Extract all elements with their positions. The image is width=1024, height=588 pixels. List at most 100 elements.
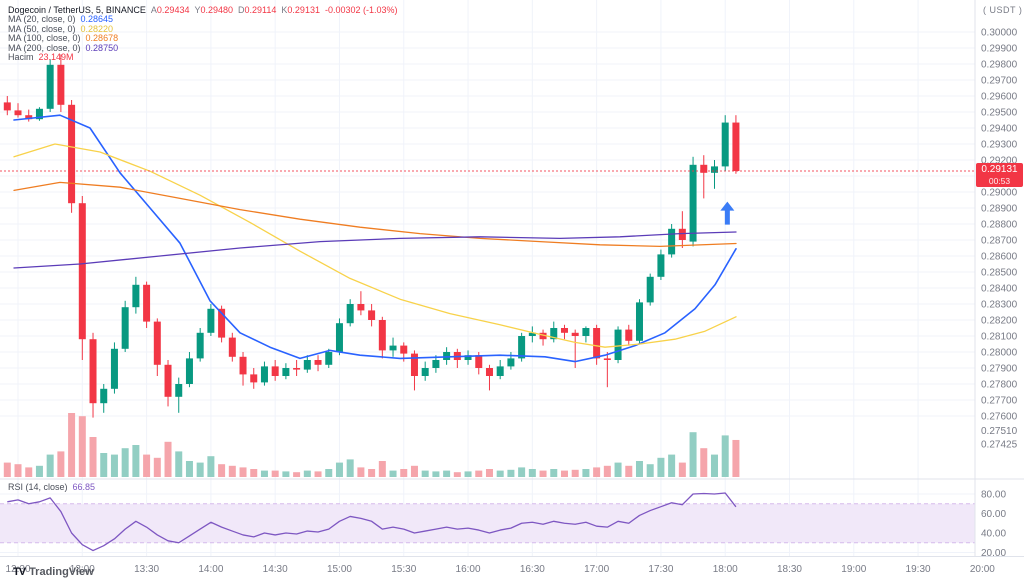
volume-bar <box>325 469 333 477</box>
candle-body <box>35 108 43 120</box>
candle-body <box>550 328 558 340</box>
volume-bar <box>710 454 718 477</box>
candle-body <box>57 64 65 105</box>
volume-bar <box>3 462 11 477</box>
candle-body <box>421 368 429 376</box>
candle-body <box>68 104 76 204</box>
ma50-legend-row[interactable]: MA (50, close, 0) 0.28220 <box>8 24 398 34</box>
candle-body <box>528 332 536 336</box>
volume-bar <box>35 465 43 477</box>
volume-bar <box>550 469 558 477</box>
price-axis-label: 0.28500 <box>981 268 1018 279</box>
candle-body <box>368 310 376 320</box>
candle-body <box>646 276 654 303</box>
volume-bar <box>657 457 665 477</box>
price-axis-label: 0.28000 <box>981 348 1018 359</box>
ma200-legend-row[interactable]: MA (200, close, 0) 0.28750 <box>8 43 398 53</box>
price-axis-label: 0.29800 <box>981 60 1018 71</box>
volume-legend-row[interactable]: Hacim 23.149M <box>8 52 398 63</box>
candle-body <box>507 358 515 367</box>
volume-bar <box>346 459 354 477</box>
volume-bar <box>732 439 740 477</box>
rsi-legend-panel: RSI (14, close) 66.85 <box>8 482 95 492</box>
volume-bar <box>357 467 365 477</box>
candle-body <box>700 164 708 173</box>
price-axis-label: 0.28700 <box>981 236 1018 247</box>
tradingview-logo-icon: TV <box>13 566 26 578</box>
volume-bar <box>196 462 204 477</box>
volume-bar <box>603 465 611 477</box>
symbol-title[interactable]: Dogecoin / TetherUS, 5, BINANCE <box>8 5 146 15</box>
rsi-legend-row[interactable]: RSI (14, close) 66.85 <box>8 482 95 492</box>
time-axis-label: 16:30 <box>520 564 545 575</box>
volume-bar <box>14 464 22 477</box>
volume-bar <box>539 470 547 477</box>
volume-bar <box>260 470 268 477</box>
volume-bar <box>121 448 129 477</box>
volume-bar <box>635 461 643 477</box>
candle-body <box>282 368 290 376</box>
volume-bar <box>400 469 408 477</box>
volume-bar <box>132 445 140 477</box>
volume-bar <box>625 465 633 477</box>
time-axis-label: 16:00 <box>456 564 481 575</box>
time-axis-label: 14:00 <box>198 564 223 575</box>
axis-labels[interactable]: 0.30000 0.29900 0.29800 0.29700 0.29600 0.295… <box>5 28 1017 576</box>
price-axis-label: 0.28200 <box>981 316 1018 327</box>
candle-body <box>582 328 590 336</box>
volume-bar <box>700 448 708 477</box>
price-axis-label: 0.28800 <box>981 220 1018 231</box>
candle-body <box>196 332 204 359</box>
candle-body <box>218 308 226 338</box>
candle-body <box>14 110 22 116</box>
price-scale-currency-button[interactable]: ( USDT ) <box>983 5 1023 15</box>
time-axis-label: 13:00 <box>70 564 95 575</box>
volume-bar <box>303 470 311 477</box>
up-arrow-annotation[interactable] <box>720 201 735 225</box>
price-axis-label: 0.27600 <box>981 412 1018 423</box>
ma100-legend-row[interactable]: MA (100, close, 0) 0.28678 <box>8 33 398 44</box>
candle-body <box>657 254 665 277</box>
candle-body <box>175 384 183 397</box>
candle-body <box>207 308 215 333</box>
volume-bar <box>593 467 601 477</box>
pane-separators[interactable] <box>0 0 1024 557</box>
volume-bar <box>153 457 161 477</box>
volume-bar <box>282 471 290 477</box>
last-price-value: 0.29131 <box>981 164 1018 175</box>
volume-bar <box>678 462 686 477</box>
candle-body <box>303 360 311 370</box>
volume-bar <box>496 470 504 477</box>
candle-body <box>89 339 97 404</box>
volume-bar <box>582 469 590 477</box>
legend-panel: Dogecoin / TetherUS, 5, BINANCE A0.29434… <box>8 5 398 63</box>
symbol-legend-row[interactable]: Dogecoin / TetherUS, 5, BINANCE A0.29434… <box>8 5 398 15</box>
rsi-axis-label: 20.00 <box>981 548 1006 559</box>
volume-bar <box>25 467 33 477</box>
candle-body <box>721 122 729 167</box>
rsi-line <box>7 492 737 552</box>
candles <box>3 54 740 418</box>
candle-body <box>346 304 354 324</box>
grid-lines <box>0 0 975 556</box>
ma20-legend-row[interactable]: MA (20, close, 0) 0.28645 <box>8 14 398 25</box>
volume-bar <box>239 467 247 477</box>
time-axis-label: 18:00 <box>713 564 738 575</box>
volume-label: Hacim <box>8 52 34 63</box>
volume-bar <box>110 454 118 477</box>
tradingview-logo[interactable]: TV TradingView <box>13 566 94 578</box>
volume-bar <box>614 462 622 477</box>
ma20-label: MA (20, close, 0) <box>8 14 76 25</box>
ma100-label: MA (100, close, 0) <box>8 33 81 44</box>
time-axis-label: 17:00 <box>584 564 609 575</box>
volume-bar <box>464 471 472 477</box>
price-axis-label: 0.27900 <box>981 364 1018 375</box>
volume-bar <box>518 467 526 477</box>
volume-bar <box>89 437 97 477</box>
rsi-band <box>0 503 975 543</box>
ohlc-close: K0.29131 <box>281 5 320 15</box>
volume-bar <box>646 464 654 477</box>
volume-bar <box>218 464 226 477</box>
